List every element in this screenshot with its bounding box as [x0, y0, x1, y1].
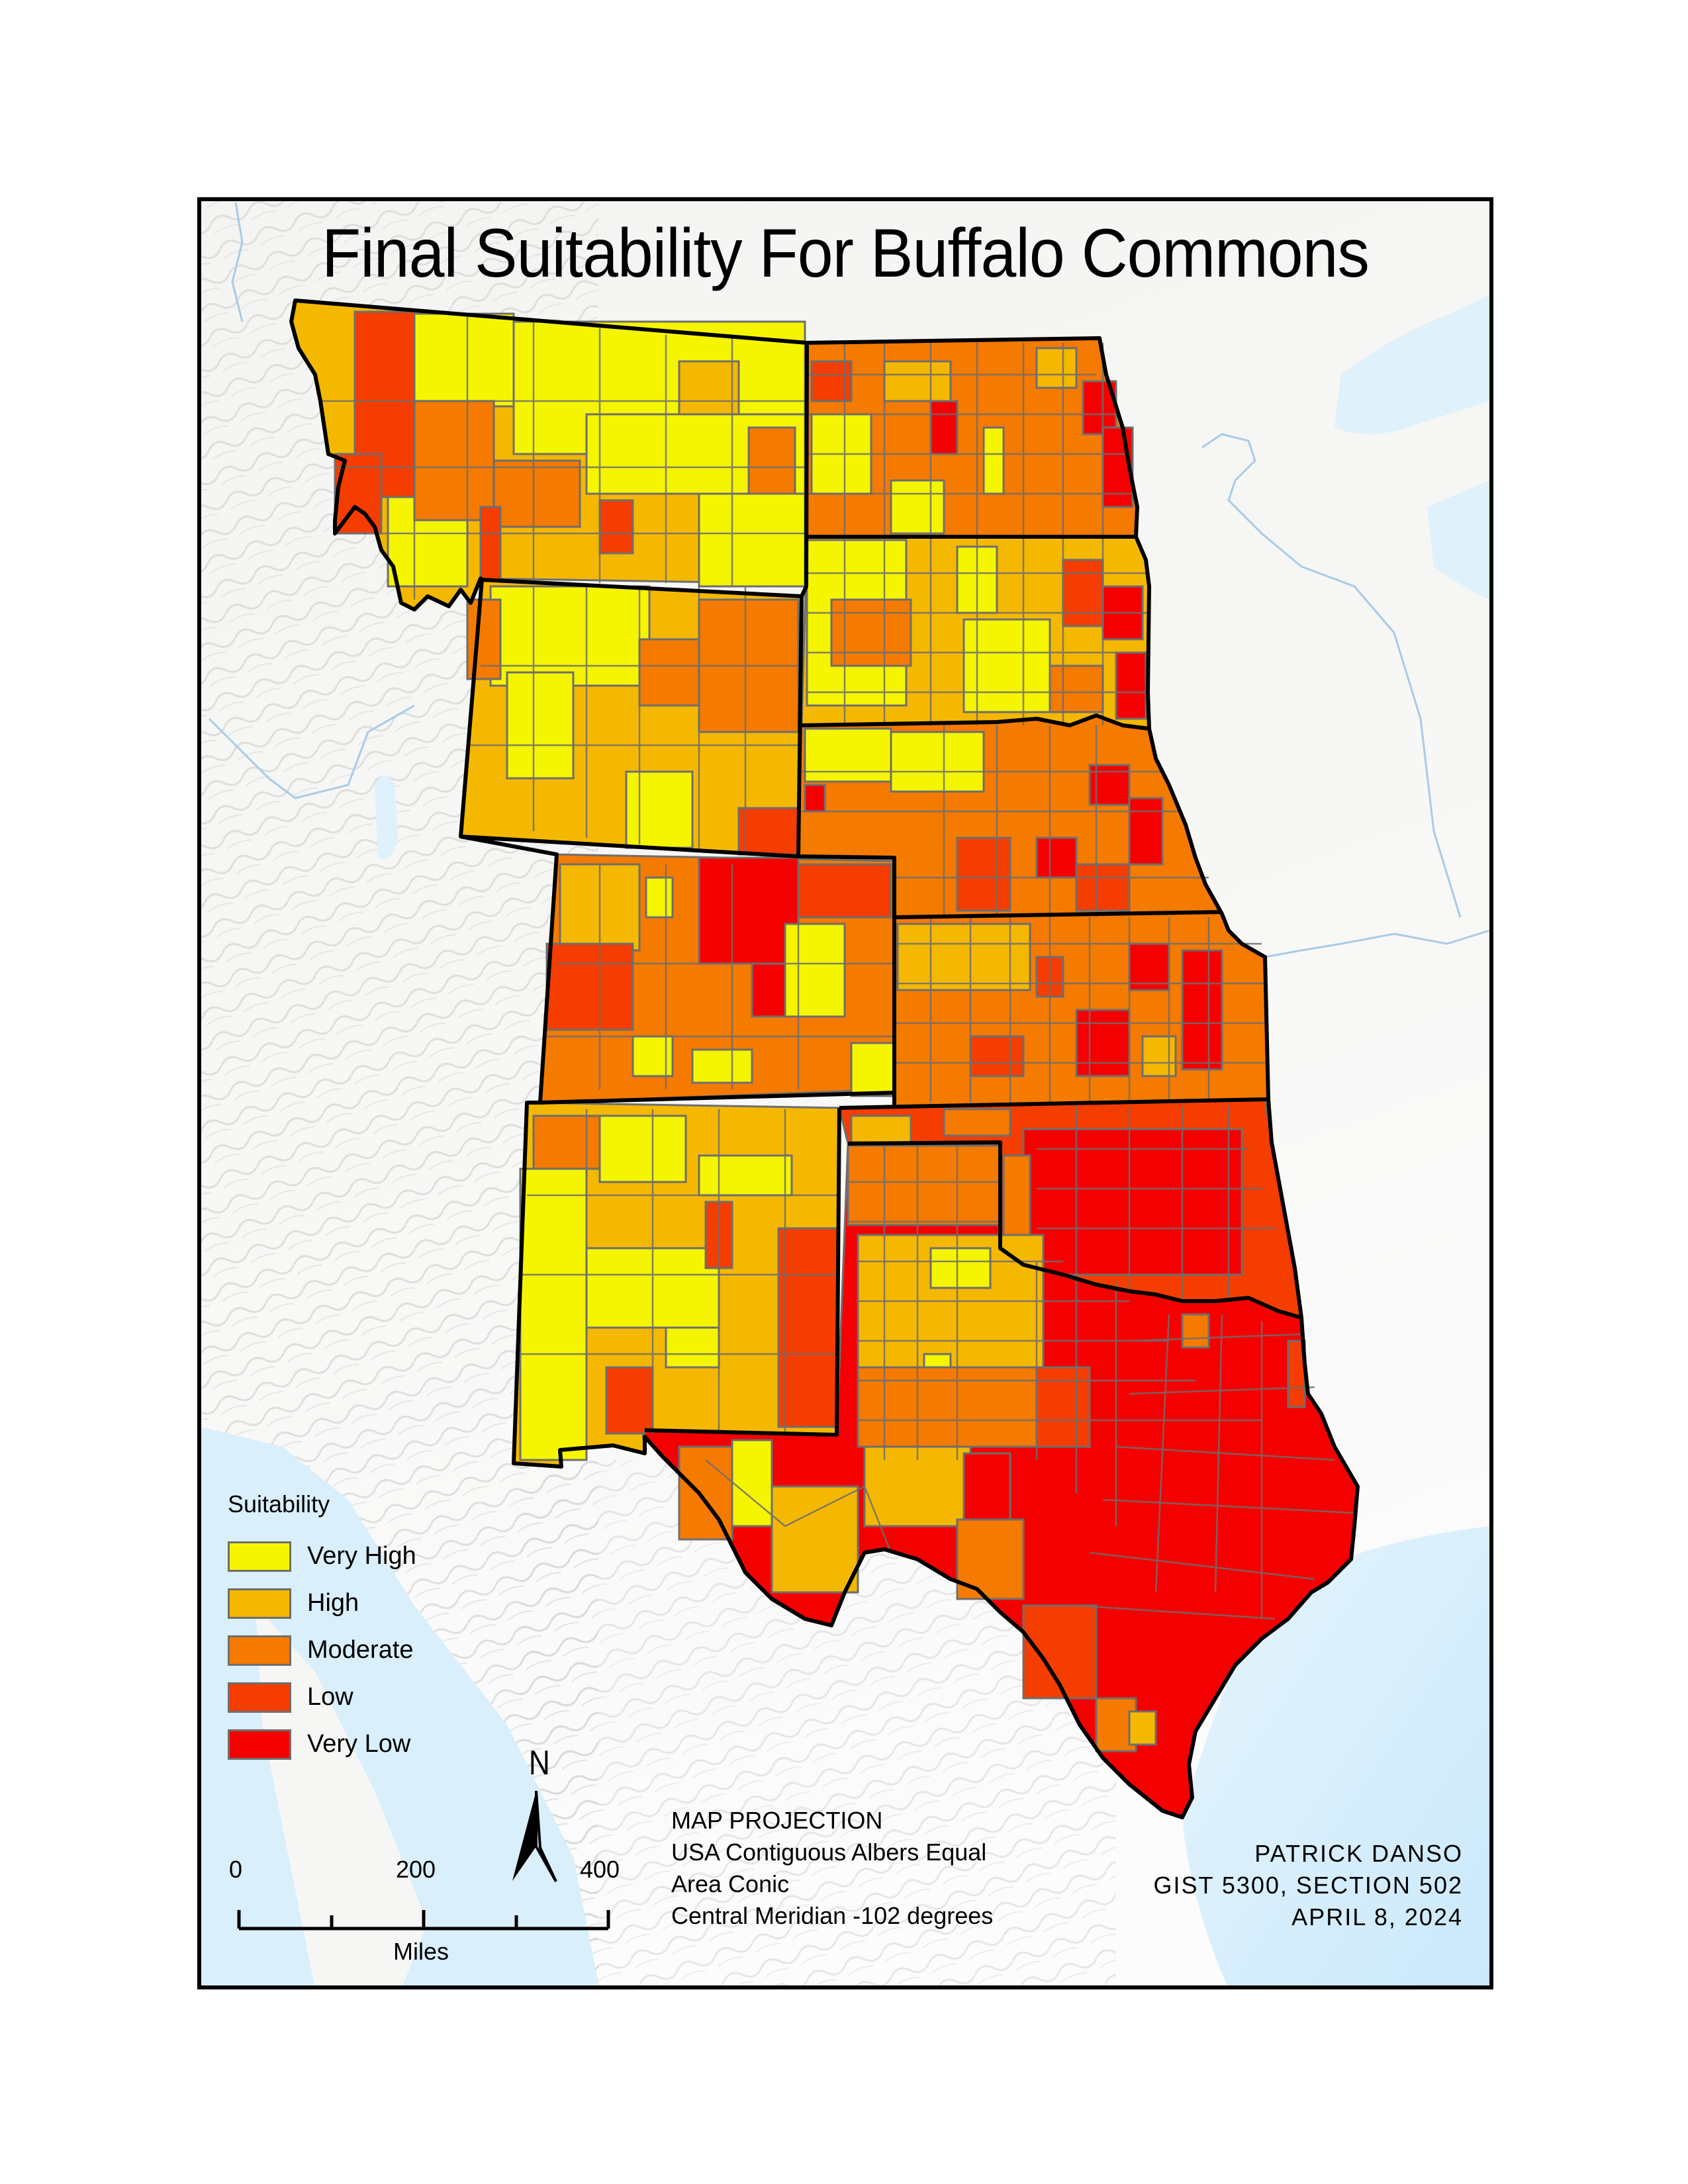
scale-tick-0: 0 — [229, 1856, 243, 1883]
lake-michigan — [1427, 480, 1489, 600]
scale-bar: 0 200 400 Miles — [229, 1856, 620, 1985]
legend-label: Very High — [307, 1542, 416, 1570]
map-frame: Final Suitability For Buffalo Commons Su… — [197, 197, 1493, 1989]
legend-item-moderate: Moderate — [228, 1627, 416, 1674]
legend: Suitability Very High High Moderate Low … — [228, 1490, 416, 1768]
snake-river — [208, 704, 415, 799]
credits: PATRICK DANSO GIST 5300, SECTION 502 APR… — [1153, 1838, 1463, 1933]
county-grid — [322, 315, 1355, 1620]
legend-label: Low — [307, 1683, 353, 1711]
legend-item-high: High — [228, 1580, 416, 1627]
north-label: N — [528, 1744, 550, 1782]
legend-title: Suitability — [228, 1490, 330, 1518]
course-info: GIST 5300, SECTION 502 — [1153, 1872, 1463, 1899]
north-arrow-icon — [512, 1790, 557, 1882]
author-name: PATRICK DANSO — [1254, 1840, 1463, 1867]
state-borders — [289, 298, 1360, 1819]
mississippi-river — [1201, 433, 1462, 918]
legend-swatch-low — [228, 1682, 291, 1713]
scale-tick-400: 400 — [580, 1856, 620, 1883]
projection-line-3: Central Meridian -102 degrees — [671, 1902, 994, 1929]
missouri-river — [1264, 929, 1489, 958]
great-salt-lake — [375, 775, 398, 859]
projection-line-2: Area Conic — [671, 1870, 790, 1897]
baja-peninsula — [256, 1606, 428, 1985]
projection-line-1: USA Contiguous Albers Equal — [671, 1839, 987, 1866]
legend-item-very-low: Very Low — [228, 1721, 416, 1768]
legend-item-very-high: Very High — [228, 1533, 416, 1580]
legend-label: Moderate — [307, 1636, 414, 1664]
projection-heading: MAP PROJECTION — [671, 1807, 883, 1834]
projection-info: MAP PROJECTION USA Contiguous Albers Equ… — [671, 1805, 993, 1932]
scale-tick-200: 200 — [396, 1856, 436, 1883]
map-date: APRIL 8, 2024 — [1291, 1903, 1463, 1931]
scale-unit: Miles — [393, 1938, 449, 1965]
legend-swatch-very-low — [228, 1729, 291, 1760]
legend-item-low: Low — [228, 1674, 416, 1721]
river-nw — [231, 202, 244, 322]
legend-swatch-high — [228, 1588, 291, 1619]
scale-bar-graphic — [237, 1910, 610, 1931]
legend-swatch-moderate — [228, 1635, 291, 1666]
legend-label: High — [307, 1589, 359, 1617]
legend-label: Very Low — [307, 1730, 411, 1758]
lake-superior — [1335, 295, 1489, 434]
suitability-map[interactable] — [201, 201, 1489, 1985]
north-arrow: N — [500, 1744, 573, 1895]
map-title: Final Suitability For Buffalo Commons — [322, 215, 1370, 292]
legend-swatch-very-high — [228, 1541, 291, 1572]
